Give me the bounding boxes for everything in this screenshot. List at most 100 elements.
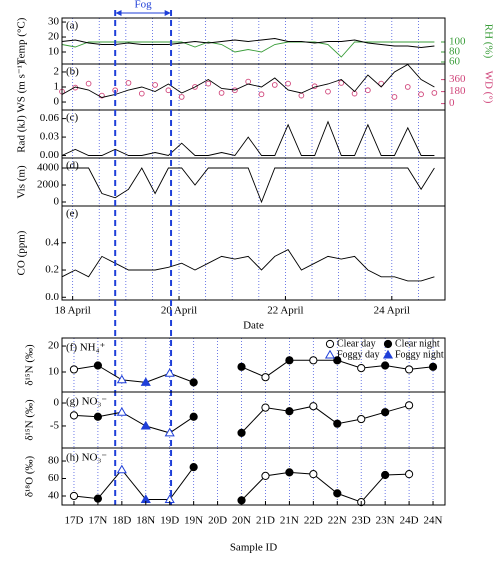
data-point: [404, 365, 414, 374]
data-point: [333, 356, 342, 365]
y-tick-label: 0.03: [40, 131, 60, 143]
data-point: [152, 82, 158, 88]
panel-label: (f) NH₄⁺: [66, 342, 105, 354]
legend-marker: [383, 339, 393, 349]
data-point: [125, 80, 132, 86]
x-tick-label: 20 April: [161, 305, 197, 317]
panel-label: (c): [66, 112, 79, 124]
data-point: [69, 411, 79, 420]
data-point: [237, 362, 246, 371]
data-line: [73, 364, 194, 383]
data-point: [357, 414, 366, 424]
y-tick-label: 10: [48, 46, 60, 58]
data-point: [431, 90, 438, 96]
legend-label: Foggy day: [337, 349, 380, 360]
legend-marker: [382, 349, 394, 359]
legend-label: Clear day: [337, 338, 376, 349]
panel-frame: [61, 205, 446, 301]
data-point: [189, 463, 198, 472]
data-point: [418, 91, 424, 98]
data-point: [309, 356, 318, 365]
panel-label: (d): [66, 160, 79, 172]
data-point: [404, 470, 414, 479]
x-tick-label: 18N: [136, 515, 155, 527]
data-point: [164, 427, 175, 437]
data-line: [61, 38, 435, 48]
y2-tick-label: 60: [449, 56, 461, 68]
x-tick-label: 23N: [376, 515, 395, 527]
data-point: [85, 80, 92, 87]
x-tick-label: 19N: [184, 515, 203, 527]
panel-frame: [61, 63, 446, 111]
panel-frame: [61, 109, 446, 159]
legend-marker: [324, 349, 336, 359]
panel-frame: [61, 447, 446, 506]
data-point: [116, 374, 127, 384]
data-point: [69, 365, 79, 374]
x-axis-label: Date: [243, 320, 264, 332]
data-point: [378, 80, 385, 87]
data-point: [205, 80, 212, 87]
data-point: [178, 94, 185, 100]
data-point: [325, 88, 331, 95]
data-point: [333, 489, 342, 498]
y-tick-label: 0: [54, 397, 60, 409]
data-point: [189, 378, 198, 387]
data-point: [285, 407, 294, 416]
data-point: [271, 82, 278, 88]
data-point: [333, 419, 342, 428]
data-point: [381, 470, 390, 480]
y-tick-label: 0.4: [45, 236, 59, 248]
x-tick-label: 18D: [112, 515, 131, 527]
y-axis-label: δ¹⁵N (‰): [24, 399, 36, 441]
y-tick-label: 1: [54, 81, 60, 93]
y2-axis-label: WD (°): [482, 71, 494, 104]
panel-label: (a): [66, 20, 79, 32]
data-line: [61, 41, 435, 58]
legend-label: Foggy night: [395, 349, 444, 360]
y-tick-label: 10: [48, 366, 60, 378]
y-axis-label: Temp (°C): [16, 17, 28, 64]
y-tick-label: 0: [54, 196, 60, 208]
y-tick-label: 20: [48, 31, 60, 43]
data-point: [93, 412, 103, 421]
y-tick-label: 20: [48, 340, 60, 352]
data-point: [365, 87, 371, 94]
x-tick-label: 17D: [64, 515, 83, 527]
y2-tick-label: 0: [449, 97, 455, 109]
panel-label: (g) NO₃⁻: [66, 396, 107, 408]
data-point: [391, 94, 398, 100]
x-tick-label: 21N: [280, 515, 299, 527]
data-point: [232, 87, 238, 94]
legend-marker: [325, 339, 335, 349]
data-point: [285, 468, 294, 477]
data-line: [61, 249, 435, 282]
data-point: [261, 471, 270, 480]
y-tick-label: 0: [54, 96, 60, 108]
x-tick-label: 23D: [352, 515, 371, 527]
y2-tick-label: 180: [449, 85, 466, 97]
y-tick-label: 2: [54, 65, 60, 77]
y-tick-label: -5: [50, 419, 60, 431]
data-point: [237, 428, 246, 437]
y-axis-label: Vis (m): [16, 165, 28, 199]
y-tick-label: 40: [48, 490, 60, 502]
y-tick-label: 2000: [37, 179, 60, 191]
y-tick-label: 30: [48, 16, 60, 28]
y2-tick-label: 100: [449, 36, 466, 48]
data-point: [93, 361, 103, 370]
x-tick-label: 18 April: [54, 305, 90, 317]
data-point: [69, 491, 79, 501]
data-point: [192, 84, 198, 90]
x-tick-label: 24 April: [374, 305, 410, 317]
data-point: [140, 377, 151, 386]
data-line: [61, 63, 435, 98]
data-point: [258, 91, 265, 98]
data-point: [140, 420, 151, 430]
x-tick-label: 22 April: [267, 305, 303, 317]
x-tick-label: 24N: [424, 515, 443, 527]
data-point: [298, 92, 305, 99]
y2-axis-label: RH (%): [482, 24, 494, 59]
y-axis-label: WS (m s⁻¹): [16, 61, 28, 113]
